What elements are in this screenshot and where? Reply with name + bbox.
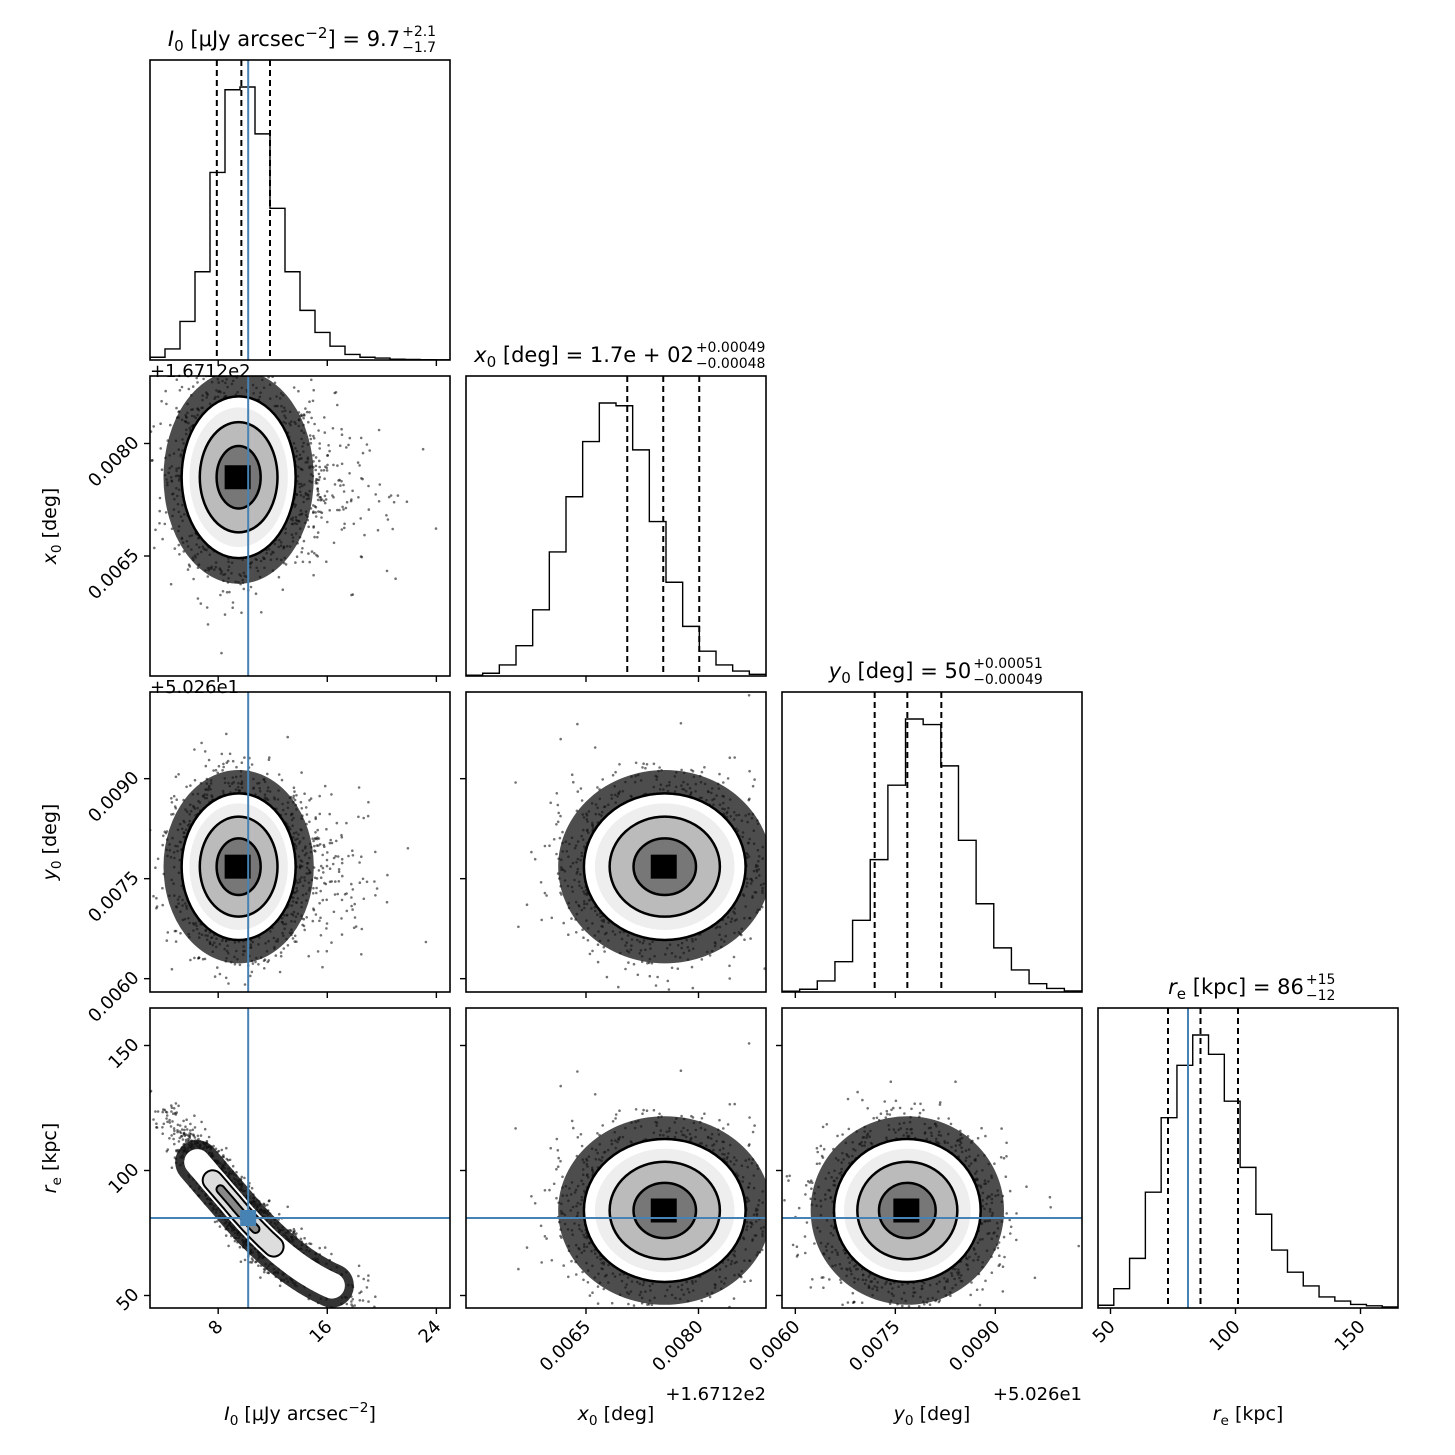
density-cloud	[810, 1116, 1004, 1305]
scatter-panel-y0-re: 0.0060 0.0075 0.0090	[745, 1007, 1083, 1376]
panel-frame	[781, 1007, 1083, 1309]
density-cloud	[163, 770, 314, 964]
scatter-panel-x0-re: 0.0065 0.0080	[460, 1007, 767, 1376]
hist-panel-I0: I0 [μJy arcsec−2] = 9.7 +2.1−1.7	[149, 24, 451, 366]
panel-frame	[465, 375, 767, 677]
title-plus-I0: +2.1	[402, 24, 436, 40]
x-tick-label-I0: 8	[204, 1316, 227, 1339]
title-y0: y0 [deg] = 50	[828, 659, 971, 687]
x-tick-label-x0: 0.0065	[536, 1316, 595, 1375]
panel-frame	[1097, 1007, 1399, 1309]
hist-step-y0	[782, 718, 1082, 992]
title-minus-I0: −1.7	[402, 40, 436, 56]
y-tick-label-re: 150	[104, 1034, 143, 1073]
x-tick-label-re: 150	[1331, 1316, 1370, 1355]
scatter-panel-I0-x0: 0.0065 0.0080 +1.6712e2	[84, 361, 451, 682]
x-tick-label-x0: 0.0080	[648, 1316, 707, 1375]
panel-frame	[465, 691, 767, 993]
x-offset-label-y0: +5.026e1	[993, 1384, 1082, 1405]
y-tick-label-y0: 0.0075	[84, 867, 143, 926]
hist-step-re	[1098, 1034, 1398, 1308]
y-tick-label-re: 50	[112, 1284, 143, 1315]
density-cloud	[558, 1116, 766, 1305]
density-band	[175, 1140, 354, 1308]
y-tick-label-y0: 0.0090	[84, 767, 143, 826]
title-plus-re: +15	[1306, 972, 1336, 988]
density-cloud	[163, 376, 314, 584]
x-axis-label-re: re [kpc]	[1213, 1403, 1284, 1429]
density-peak	[224, 854, 251, 879]
y-tick-label-x0: 0.0080	[84, 432, 143, 491]
y-offset-label-x0: +1.6712e2	[150, 361, 251, 382]
hist-panel-re: re [kpc] = 86 +15−12 50 100 150	[1089, 972, 1399, 1355]
scatter-panel-I0-y0: 0.0060 0.0075 0.0090 +5.026e1	[84, 677, 451, 1027]
title-I0: I0 [μJy arcsec−2] = 9.7	[168, 24, 400, 55]
x-axis-label-x0: x0 [deg]	[577, 1403, 655, 1429]
title-minus-x0: −0.00048	[696, 356, 766, 372]
x-tick-label-I0: 24	[415, 1316, 446, 1347]
truth-point	[240, 1210, 257, 1226]
y-tick-label-x0: 0.0065	[84, 545, 143, 604]
panel-frame	[149, 1007, 451, 1309]
panel-frame	[149, 691, 451, 993]
y-offset-label-y0: +5.026e1	[150, 677, 239, 698]
x-offset-label-x0: +1.6712e2	[665, 1384, 766, 1405]
title-x0: x0 [deg] = 1.7e + 02	[473, 343, 694, 371]
scatter-panel-x0-y0	[460, 691, 767, 998]
density-cloud	[558, 770, 766, 964]
x-axis-label-I0: I0 [μJy arcsec−2]	[224, 1400, 376, 1429]
x-tick-label-I0: 16	[305, 1316, 336, 1347]
y-axis-label-y0: y0 [deg]	[39, 804, 65, 882]
scatter-panel-I0-re: 8 16 24 50 100 150	[104, 1007, 451, 1347]
panel-frame	[149, 375, 451, 677]
density-peak	[650, 854, 677, 879]
panel-frame	[149, 59, 451, 361]
x-tick-label-y0: 0.0090	[945, 1316, 1004, 1375]
title-minus-y0: −0.00049	[973, 672, 1043, 688]
x-tick-label-y0: 0.0075	[845, 1316, 904, 1375]
y-axis-label-re: re [kpc]	[39, 1123, 65, 1194]
title-plus-y0: +0.00051	[973, 656, 1043, 672]
x-tick-label-re: 100	[1206, 1316, 1245, 1355]
title-re: re [kpc] = 86	[1168, 975, 1304, 1003]
hist-step-I0	[150, 86, 450, 360]
y-tick-label-y0: 0.0060	[84, 967, 143, 1026]
y-tick-label-re: 100	[104, 1159, 143, 1198]
title-minus-re: −12	[1306, 988, 1336, 1004]
hist-step-x0	[466, 402, 766, 676]
hist-panel-x0: x0 [deg] = 1.7e + 02 +0.00049−0.00048	[465, 340, 767, 682]
x-tick-label-re: 50	[1089, 1316, 1120, 1347]
x-axis-label-y0: y0 [deg]	[893, 1403, 971, 1429]
hist-panel-y0: y0 [deg] = 50 +0.00051−0.00049	[781, 656, 1083, 998]
title-plus-x0: +0.00049	[696, 340, 766, 356]
panel-frame	[465, 1007, 767, 1309]
x-tick-label-y0: 0.0060	[745, 1316, 804, 1375]
y-axis-label-x0: x0 [deg]	[39, 488, 65, 566]
panel-frame	[781, 691, 1083, 993]
density-peak	[224, 465, 251, 490]
